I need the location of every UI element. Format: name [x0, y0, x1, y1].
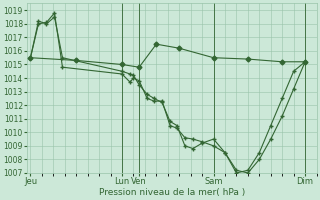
X-axis label: Pression niveau de la mer( hPa ): Pression niveau de la mer( hPa ): [99, 188, 245, 197]
